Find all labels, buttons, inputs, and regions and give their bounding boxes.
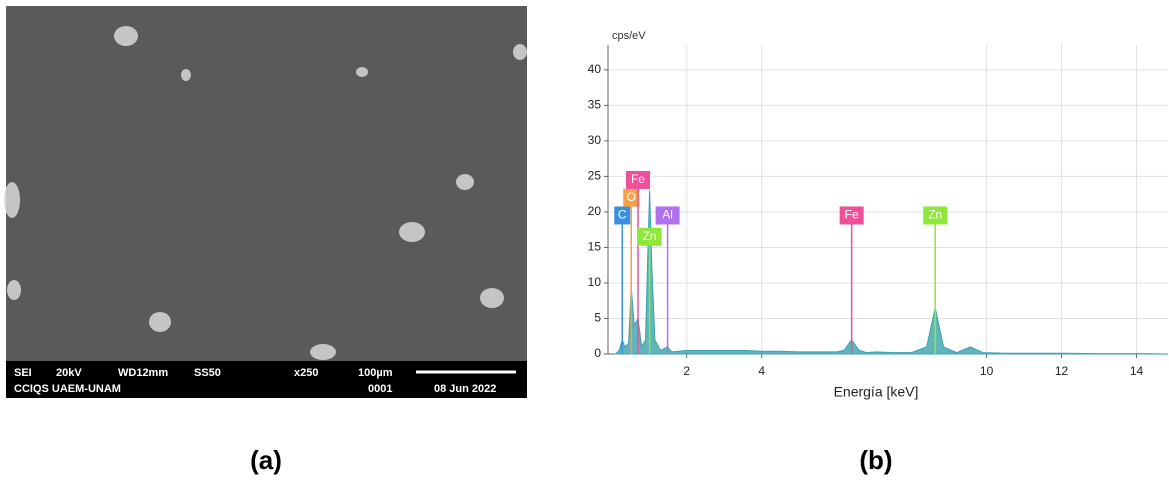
sem-voltage: 20kV <box>56 367 82 379</box>
element-label: Fe <box>845 208 859 222</box>
element-label: O <box>627 190 636 204</box>
x-tick-label: 2 <box>683 364 690 378</box>
panel-label: (a) <box>250 445 282 475</box>
element-label-box <box>923 206 948 225</box>
element-label-box <box>839 206 864 225</box>
y-tick-label: 5 <box>594 311 601 325</box>
element-label: C <box>618 208 627 222</box>
y-tick-label: 10 <box>588 275 602 289</box>
y-tick-label: 40 <box>588 62 602 76</box>
x-tick-label: 12 <box>1055 364 1069 378</box>
sem-mode: SEI <box>14 367 32 379</box>
sem-number: 0001 <box>368 383 392 395</box>
sem-image <box>6 6 527 361</box>
y-tick-label: 0 <box>594 346 601 360</box>
sem-info-bar <box>6 361 527 398</box>
y-axis-label: cps/eV <box>612 30 646 42</box>
y-tick-label: 25 <box>588 169 602 183</box>
x-tick-label: 4 <box>758 364 765 378</box>
element-label: Zn <box>643 229 657 243</box>
y-tick-label: 35 <box>588 98 602 112</box>
element-label-box <box>655 206 680 225</box>
sem-wd: WD12mm <box>118 367 168 379</box>
sem-features <box>4 26 527 360</box>
element-label: Zn <box>928 208 942 222</box>
panel-label: (b) <box>859 445 892 475</box>
y-tick-label: 30 <box>588 133 602 147</box>
spectrum-area <box>614 190 1167 355</box>
y-tick-label: 20 <box>588 204 602 218</box>
x-tick-label: 10 <box>980 364 994 378</box>
element-label-box <box>625 170 650 189</box>
x-tick-label: 14 <box>1130 364 1144 378</box>
element-label-box <box>637 227 662 246</box>
sem-scale: 100µm <box>358 367 393 379</box>
element-label-box <box>623 188 640 207</box>
element-label-box <box>614 206 631 225</box>
sem-magnification: x250 <box>294 367 318 379</box>
element-label: Fe <box>631 172 645 186</box>
element-label: Al <box>662 208 673 222</box>
sem-spot: SS50 <box>194 367 221 379</box>
sem-lab: CCIQS UAEM-UNAM <box>14 383 121 395</box>
y-tick-label: 15 <box>588 240 602 254</box>
sem-date: 08 Jun 2022 <box>434 383 496 395</box>
x-axis-label: Energía [keV] <box>834 384 919 400</box>
